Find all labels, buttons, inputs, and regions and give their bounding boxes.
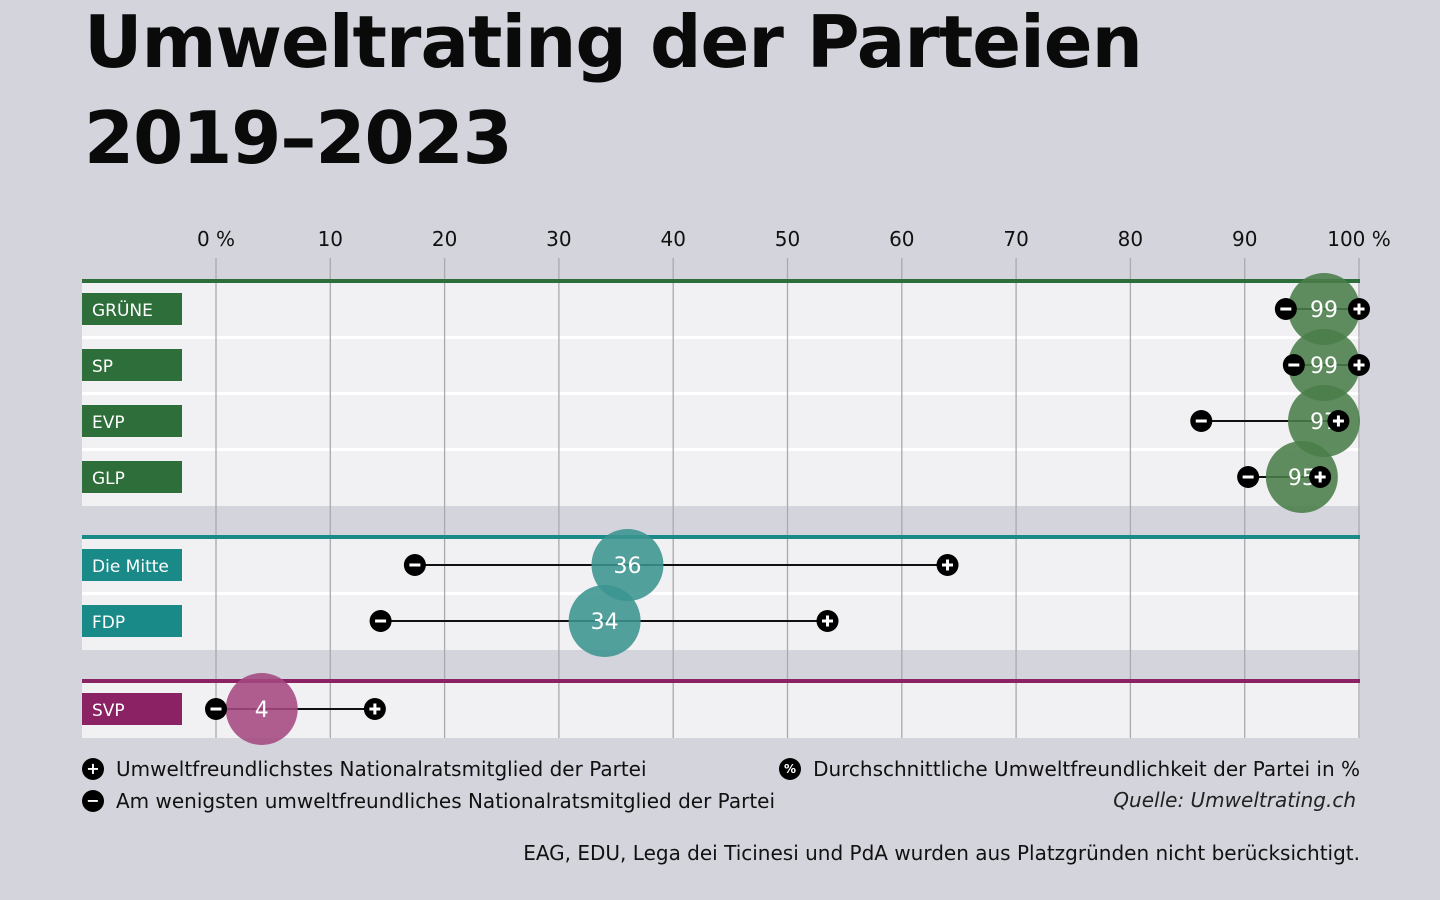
minus-icon xyxy=(1280,307,1292,311)
average-bubble xyxy=(591,529,664,601)
percent-icon: % xyxy=(779,758,802,780)
title-line-2: 2019–2023 xyxy=(84,96,513,180)
party-label-box xyxy=(82,693,182,725)
row-separator xyxy=(82,448,1360,451)
x-tick-label: 30 xyxy=(546,227,571,251)
plus-icon-vertical xyxy=(946,559,950,571)
legend-min-label: Am wenigsten umweltfreundliches National… xyxy=(116,789,776,813)
plus-icon: + xyxy=(82,758,104,780)
group-top-rule xyxy=(82,679,1360,683)
chart-title: Umweltrating der Parteien 2019–2023 xyxy=(84,0,1143,186)
x-tick-label: 40 xyxy=(660,227,685,251)
minus-icon xyxy=(409,563,421,567)
x-tick-label: 0 % xyxy=(197,227,235,251)
plus-icon-vertical xyxy=(1357,303,1361,315)
party-label-box xyxy=(82,293,182,325)
average-value-label: 99 xyxy=(1310,298,1338,323)
average-bubble xyxy=(568,585,641,657)
party-label: EVP xyxy=(92,413,125,433)
average-bubble xyxy=(1288,385,1360,457)
x-tick-label: 60 xyxy=(889,227,914,251)
plus-icon-vertical xyxy=(373,703,377,715)
minus-icon xyxy=(210,707,222,711)
dot-range-chart: 0 % 10 20 30 40 50 60 70 80 90 100 % GRÜNE 99 SP 99 EVP… xyxy=(82,227,1391,745)
title-line-1: Umweltrating der Parteien xyxy=(84,0,1143,84)
x-tick-label: 70 xyxy=(1003,227,1028,251)
party-label-box xyxy=(82,549,182,581)
party-label: FDP xyxy=(92,613,125,633)
party-label: SVP xyxy=(92,701,125,721)
legend-max-label: Umweltfreundlichstes Nationalratsmitglie… xyxy=(116,757,647,781)
plus-icon-vertical xyxy=(1318,471,1322,483)
average-bubble xyxy=(1288,329,1360,401)
party-label: SP xyxy=(92,357,113,377)
party-label-box xyxy=(82,605,182,637)
minus-icon xyxy=(1288,363,1300,367)
average-bubble xyxy=(1265,441,1338,513)
party-label-box xyxy=(82,405,182,437)
row-separator xyxy=(82,336,1360,339)
minus-icon xyxy=(1242,475,1254,479)
plus-icon-vertical xyxy=(826,615,830,627)
footnote: EAG, EDU, Lega dei Ticinesi und PdA wurd… xyxy=(523,841,1360,865)
average-value-label: 4 xyxy=(255,698,269,723)
plus-icon-vertical xyxy=(1336,415,1340,427)
x-tick-label: 80 xyxy=(1118,227,1143,251)
group-top-rule xyxy=(82,279,1360,283)
average-value-label: 34 xyxy=(591,610,619,635)
party-label-box xyxy=(82,349,182,381)
legend-max: + Umweltfreundlichstes Nationalratsmitgl… xyxy=(82,757,647,781)
source-credit: Quelle: Umweltrating.ch xyxy=(1113,788,1356,812)
party-label: GLP xyxy=(92,469,125,489)
x-tick-label: 20 xyxy=(432,227,457,251)
legend-average: % Durchschnittliche Umweltfreundlichkeit… xyxy=(779,757,1360,781)
minus-icon: − xyxy=(82,790,104,812)
x-tick-label: 90 xyxy=(1232,227,1257,251)
average-value-label: 99 xyxy=(1310,354,1338,379)
minus-icon xyxy=(375,619,387,623)
average-bubble xyxy=(225,673,298,745)
x-tick-label: 10 xyxy=(318,227,343,251)
group-top-rule xyxy=(82,535,1360,539)
row-separator xyxy=(82,592,1360,595)
x-tick-label: 50 xyxy=(775,227,800,251)
party-label-box xyxy=(82,461,182,493)
row-separator xyxy=(82,392,1360,395)
party-label: GRÜNE xyxy=(92,299,153,321)
party-label: Die Mitte xyxy=(92,557,169,577)
legend-average-label: Durchschnittliche Umweltfreundlichkeit d… xyxy=(813,757,1360,781)
x-tick-label: 100 % xyxy=(1327,227,1391,251)
legend-min: − Am wenigsten umweltfreundliches Nation… xyxy=(82,789,775,813)
average-bubble xyxy=(1288,273,1360,345)
average-value-label: 36 xyxy=(613,554,641,579)
plus-icon-vertical xyxy=(1357,359,1361,371)
minus-icon xyxy=(1195,419,1207,423)
